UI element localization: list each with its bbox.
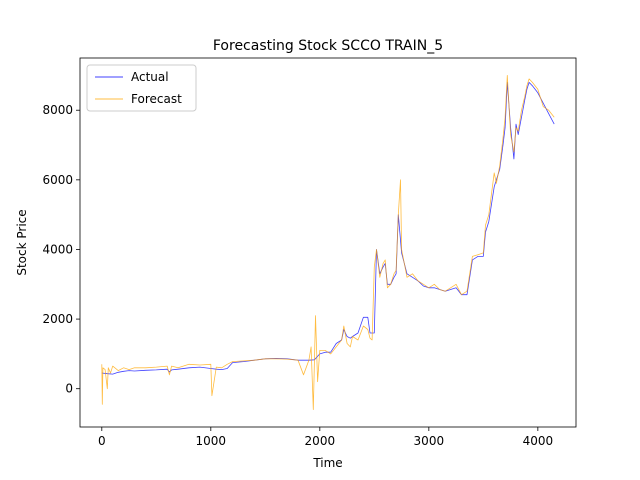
y-axis-label: Stock Price bbox=[15, 209, 29, 275]
legend-label: Forecast bbox=[131, 92, 182, 106]
y-tick-label: 2000 bbox=[42, 312, 73, 326]
x-axis-label: Time bbox=[312, 456, 342, 470]
x-tick-label: 0 bbox=[98, 434, 106, 448]
x-tick-label: 2000 bbox=[305, 434, 336, 448]
axes-frame bbox=[79, 57, 577, 428]
y-tick-label: 6000 bbox=[42, 173, 73, 187]
plot-area bbox=[101, 75, 555, 411]
x-tick-label: 1000 bbox=[196, 434, 227, 448]
y-axis-ticks: 0 2000 4000 6000 8000 bbox=[42, 103, 80, 396]
x-axis-ticks: 0 1000 2000 3000 4000 bbox=[98, 427, 553, 448]
x-tick-label: 3000 bbox=[414, 434, 445, 448]
x-tick-label: 4000 bbox=[523, 434, 554, 448]
series-line-forecast bbox=[101, 75, 555, 411]
series-line-actual bbox=[101, 82, 555, 375]
y-tick-label: 4000 bbox=[42, 242, 73, 256]
chart-title: Forecasting Stock SCCO TRAIN_5 bbox=[213, 38, 443, 54]
legend: Actual Forecast bbox=[86, 64, 197, 112]
y-tick-label: 8000 bbox=[42, 103, 73, 117]
legend-label: Actual bbox=[131, 70, 169, 84]
y-tick-label: 0 bbox=[65, 382, 73, 396]
